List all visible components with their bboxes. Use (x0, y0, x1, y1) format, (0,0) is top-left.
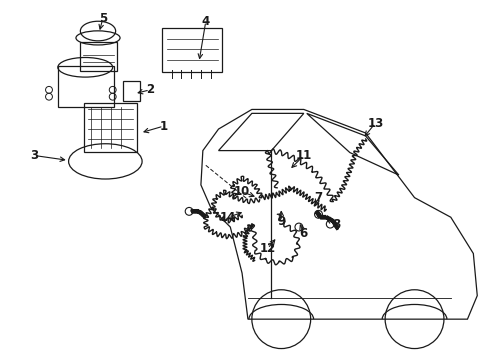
Text: 3: 3 (30, 149, 38, 162)
Text: 1: 1 (160, 120, 168, 132)
Text: 8: 8 (332, 217, 340, 231)
Text: 6: 6 (300, 228, 308, 240)
Text: 14: 14 (220, 211, 237, 224)
Text: 11: 11 (295, 149, 312, 162)
Text: 10: 10 (234, 185, 250, 198)
Text: 12: 12 (259, 242, 276, 255)
Text: 13: 13 (367, 117, 384, 130)
Text: 2: 2 (146, 83, 154, 96)
Text: 4: 4 (202, 15, 210, 28)
Text: 9: 9 (277, 215, 285, 228)
Text: 7: 7 (315, 191, 322, 204)
Text: 5: 5 (99, 12, 107, 25)
